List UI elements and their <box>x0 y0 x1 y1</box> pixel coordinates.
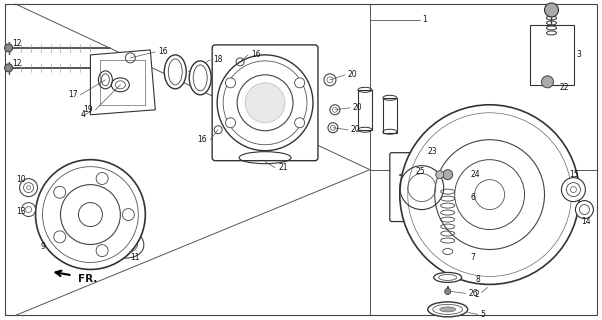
Text: 8: 8 <box>476 275 480 284</box>
Circle shape <box>217 55 313 151</box>
Text: 19: 19 <box>83 105 93 114</box>
Text: 20: 20 <box>348 70 358 79</box>
Circle shape <box>576 201 594 219</box>
Text: 16: 16 <box>158 47 168 56</box>
Text: 23: 23 <box>428 147 438 156</box>
Text: 26: 26 <box>469 289 478 298</box>
Text: 25: 25 <box>415 167 425 176</box>
Text: 2: 2 <box>474 290 479 299</box>
Ellipse shape <box>442 249 453 254</box>
Circle shape <box>436 171 444 179</box>
Text: 12: 12 <box>13 39 22 48</box>
Circle shape <box>294 118 305 128</box>
Ellipse shape <box>428 302 468 317</box>
Circle shape <box>5 64 13 72</box>
Text: 1: 1 <box>422 15 426 24</box>
Text: 17: 17 <box>68 90 78 99</box>
Bar <box>358 90 372 130</box>
Circle shape <box>5 44 13 52</box>
Circle shape <box>442 170 453 180</box>
FancyBboxPatch shape <box>212 45 318 161</box>
Ellipse shape <box>439 307 456 312</box>
Circle shape <box>294 78 305 88</box>
Ellipse shape <box>164 55 186 89</box>
Bar <box>383 98 397 133</box>
Ellipse shape <box>245 83 285 123</box>
Text: 12: 12 <box>13 60 22 68</box>
FancyBboxPatch shape <box>390 153 454 221</box>
Ellipse shape <box>189 61 211 95</box>
Text: 15: 15 <box>569 170 579 179</box>
Circle shape <box>542 76 553 88</box>
Circle shape <box>544 3 559 17</box>
Text: 20: 20 <box>353 103 362 112</box>
Circle shape <box>445 288 451 294</box>
Bar <box>530 25 574 85</box>
Text: 20: 20 <box>351 125 361 134</box>
Text: 14: 14 <box>582 217 591 226</box>
Circle shape <box>96 172 108 185</box>
Circle shape <box>400 105 580 284</box>
Circle shape <box>54 231 66 243</box>
Text: 18: 18 <box>213 55 223 64</box>
Text: 11: 11 <box>131 253 140 262</box>
Text: FR.: FR. <box>78 275 98 284</box>
Text: 13: 13 <box>17 207 26 216</box>
Ellipse shape <box>433 272 462 283</box>
Text: 5: 5 <box>480 310 485 319</box>
Text: 4: 4 <box>81 110 85 119</box>
Text: 16: 16 <box>197 135 207 144</box>
Text: 21: 21 <box>278 163 288 172</box>
Circle shape <box>562 178 585 202</box>
Ellipse shape <box>97 225 144 258</box>
Text: 6: 6 <box>471 193 476 202</box>
Circle shape <box>226 78 235 88</box>
Circle shape <box>54 186 66 198</box>
Text: 16: 16 <box>251 50 261 60</box>
Text: 10: 10 <box>17 175 26 184</box>
Text: 22: 22 <box>559 83 569 92</box>
Circle shape <box>36 160 145 269</box>
Circle shape <box>96 245 108 257</box>
Circle shape <box>226 118 235 128</box>
Text: 9: 9 <box>40 242 45 251</box>
Polygon shape <box>90 50 155 115</box>
Text: 7: 7 <box>471 253 476 262</box>
Text: 24: 24 <box>471 170 480 179</box>
Circle shape <box>122 209 134 220</box>
Text: 3: 3 <box>577 50 582 60</box>
